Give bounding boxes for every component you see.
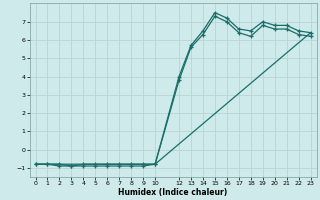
X-axis label: Humidex (Indice chaleur): Humidex (Indice chaleur) [118,188,228,197]
